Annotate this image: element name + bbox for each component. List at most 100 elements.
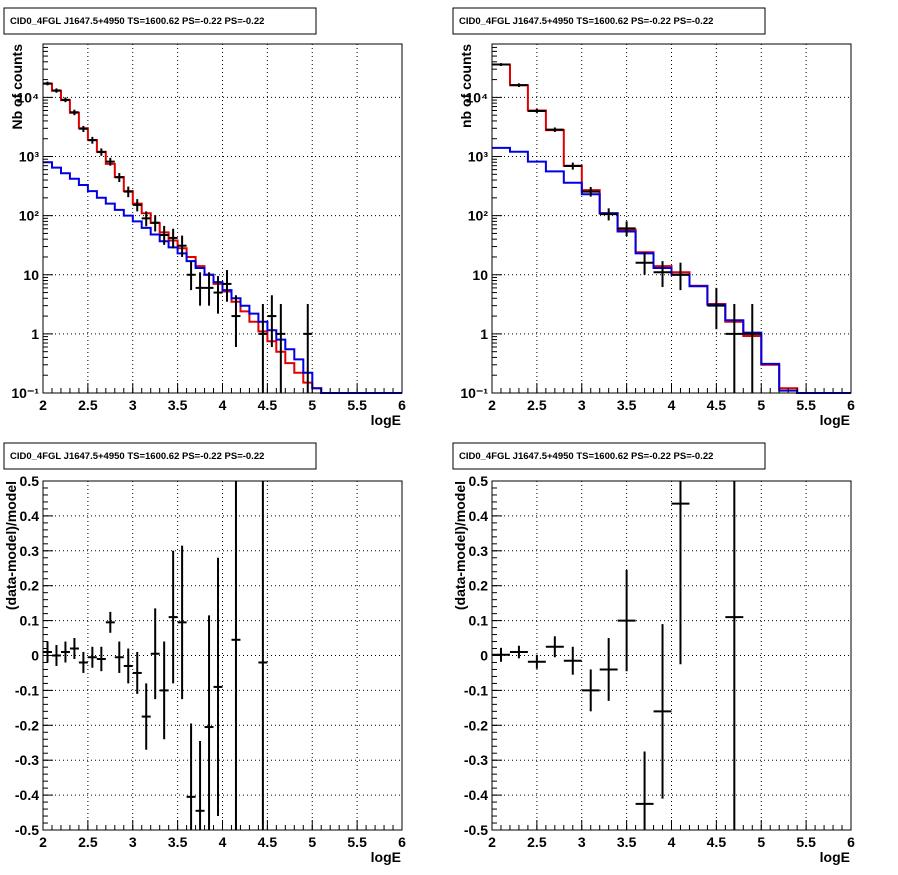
data-point: [105, 157, 115, 166]
x-tick-label: 3.5: [168, 397, 188, 413]
x-tick-label: 2.5: [527, 397, 547, 413]
data-point: [267, 295, 277, 347]
data-point: [635, 252, 654, 275]
data-point: [492, 63, 510, 66]
y-tick-label: -0.4: [464, 787, 488, 803]
x-tick-label: 2.5: [78, 834, 98, 850]
y-tick-label: -0.2: [15, 717, 39, 733]
data-point: [599, 208, 618, 221]
data-point: [123, 186, 133, 198]
x-tick-label: 3: [129, 397, 137, 413]
data-point: [60, 641, 70, 663]
y-tick-label: -0.5: [464, 822, 488, 838]
panel-residual-right: CID0_4FGL J1647.5+4950 TS=1600.62 PS=-0.…: [452, 442, 855, 865]
x-tick-label: 2: [488, 834, 496, 850]
data-point: [177, 545, 187, 700]
x-axis-label: logE: [820, 849, 850, 865]
data-point: [707, 287, 726, 330]
data-point: [258, 304, 268, 393]
panel-title: CID0_4FGL J1647.5+4950 TS=1600.62 PS=-0.…: [459, 451, 713, 462]
data-point: [599, 638, 618, 701]
data-point: [617, 569, 636, 672]
data-point: [653, 624, 672, 799]
x-tick-label: 5.5: [347, 834, 367, 850]
data-point: [141, 211, 151, 227]
y-tick-label: 0.4: [469, 508, 489, 524]
data-point: [78, 652, 88, 673]
y-tick-label: 0: [31, 648, 39, 664]
y-axis-ticks: 0.5 0.4 0.3 0.2 0.1 0 -0.1 -0.2 -0.3 -0.4 -0.5: [15, 473, 53, 838]
data-point: [114, 641, 124, 673]
y-tick-label: -0.3: [464, 752, 488, 768]
data-point: [231, 295, 241, 347]
y-tick-label: 10: [23, 267, 39, 283]
data-point: [725, 481, 744, 830]
y-axis-ticks: 10 10² 10³ 10⁴ 1 10⁻¹: [460, 43, 502, 401]
data-point: [87, 646, 97, 668]
y-tick-label: 0.3: [469, 543, 489, 559]
y-tick-label: 10⁴: [466, 89, 489, 105]
data-point: [69, 638, 79, 659]
y-tick-label: 0: [480, 648, 488, 664]
data-point: [159, 225, 169, 245]
y-axis-label: nb of counts: [458, 44, 474, 128]
y-tick-label: 10³: [468, 149, 489, 165]
x-tick-label: 4.5: [707, 397, 727, 413]
x-tick-label: 4.5: [258, 397, 278, 413]
plot-area: [492, 63, 851, 394]
data-point: [213, 557, 223, 817]
data-point: [51, 645, 61, 666]
panel-title-box: [3, 442, 317, 470]
x-axis-label: logE: [820, 412, 850, 428]
data-point: [132, 199, 142, 212]
panel-spectrum-right: CID0_4FGL J1647.5+4950 TS=1600.62 PS=-0.…: [452, 7, 855, 428]
data-point: [43, 641, 52, 663]
data-point: [527, 654, 546, 669]
data-point: [581, 187, 600, 197]
x-tick-label: 6: [847, 397, 855, 413]
y-tick-label: 10²: [468, 208, 489, 224]
x-tick-label: 5: [308, 397, 316, 413]
data-point: [168, 228, 178, 249]
x-tick-label: 3: [578, 834, 586, 850]
x-axis-ticks: 2 2.5 3 3.5 4 4.5 5 5.5 6: [39, 383, 406, 413]
model-source-line: [43, 161, 402, 394]
y-tick-label: 1: [480, 326, 488, 342]
data-point: [671, 262, 690, 291]
data-point: [635, 751, 654, 830]
data-point: [69, 109, 79, 116]
y-tick-label: 0.5: [20, 473, 40, 489]
y-tick-label: 1: [31, 326, 39, 342]
y-tick-label: 0.4: [20, 508, 40, 524]
panel-title-box: [452, 7, 766, 35]
x-tick-label: 4: [219, 397, 227, 413]
panel-title-box: [452, 442, 766, 470]
data-point: [60, 97, 70, 103]
data-point: [563, 646, 582, 675]
data-point: [114, 173, 124, 183]
data-point: [213, 276, 223, 314]
data-point: [168, 550, 178, 684]
data-point: [105, 611, 115, 633]
data-point: [186, 261, 196, 291]
data-point: [222, 270, 232, 302]
y-tick-label: -0.1: [464, 682, 488, 698]
x-axis-label: logE: [371, 412, 401, 428]
x-tick-label: 2.5: [527, 834, 547, 850]
y-tick-label: 10⁻¹: [11, 385, 39, 401]
x-tick-label: 4.5: [258, 834, 278, 850]
data-point: [150, 215, 160, 232]
x-tick-label: 4.5: [707, 834, 727, 850]
y-tick-label: 10⁴: [17, 89, 40, 105]
x-tick-label: 2: [39, 397, 47, 413]
data-point: [509, 83, 528, 87]
panel-title-box: [3, 7, 317, 35]
y-tick-label: 10: [472, 267, 488, 283]
y-tick-label: 10³: [19, 149, 40, 165]
data-point: [671, 481, 690, 665]
data-point: [303, 304, 313, 393]
data-point: [581, 669, 600, 712]
panel-title: CID0_4FGL J1647.5+4950 TS=1600.62 PS=-0.…: [459, 16, 713, 27]
x-axis-ticks: 2 2.5 3 3.5 4 4.5 5 5.5 6: [488, 383, 855, 413]
data-point: [617, 221, 636, 237]
